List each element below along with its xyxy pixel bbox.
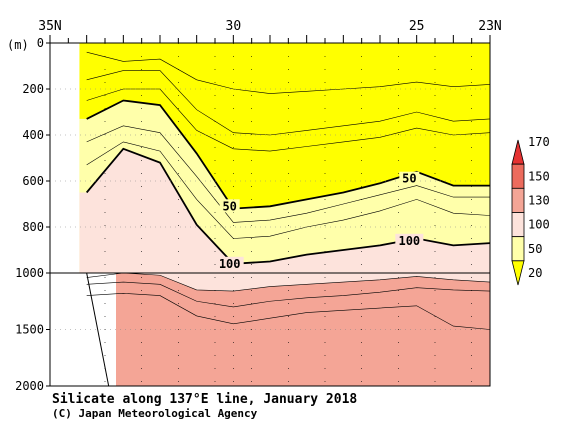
contour-label: 50 [402,172,416,186]
isoline-150-lower [86,293,491,330]
contour-label: 100 [219,257,241,271]
contour-label: 100 [398,234,420,248]
contour-label-bg [215,256,244,270]
contour-labels: 50 50 100 100 [215,171,424,271]
colorbar-swatch [511,163,525,189]
chart-title: Silicate along 137°E line, January 2018 [52,392,357,407]
seafloor-edge-line [86,272,110,387]
x-tick-label: 23N [478,19,501,34]
y-unit-label: (m) [7,38,29,52]
colorbar-label: 20 [528,266,542,280]
colorbar-label: 150 [528,169,550,183]
x-tick-label: 30 [226,19,242,34]
isoline-130-lower [86,272,491,292]
colorbar: 170 150 130 100 50 20 [511,135,550,286]
y-tick-label: 800 [22,220,44,234]
fill-band-130 [79,273,490,386]
y-tick-label: 0 [37,36,44,50]
contour-label-bg [399,171,420,185]
isoline-20 [86,51,491,94]
y-tick-label: 2000 [15,379,44,393]
colorbar-label: 170 [528,135,550,149]
x-tick-label: 35N [38,19,61,34]
isoline-60 [86,125,490,223]
isoline-50 [86,99,490,210]
colorbar-label: 100 [528,218,550,232]
colorbar-swatch [511,236,525,262]
y-tick-label: 600 [22,174,44,188]
contour-fills [50,43,490,387]
y-tick-label: 1500 [15,323,44,337]
y-tick-label: 1000 [15,266,44,280]
colorbar-label: 50 [528,242,542,256]
fill-band-100 [79,148,490,273]
colorbar-label: 130 [528,193,550,207]
x-tick-label: 25 [409,19,425,34]
isoline-30 [86,70,491,136]
isoline-140-lower [86,281,491,308]
y-tick-label: 200 [22,82,44,96]
isoline-80 [86,141,491,239]
y-tick-label: 400 [22,128,44,142]
seafloor-mask [50,273,116,386]
isoline-40 [86,88,491,152]
colorbar-swatch [511,212,525,238]
contour-label: 50 [222,199,236,213]
contour-label-bg [219,199,240,213]
axes: 0 200 400 600 800 1000 1500 2000 35N 30 25 23N [15,19,502,393]
contour-lines [85,51,491,330]
colorbar-arrow-bottom [511,260,525,286]
colorbar-arrow-top [511,139,525,165]
colorbar-swatch [511,187,525,213]
coast-mask [50,43,80,273]
credit-text: (C) Japan Meteorological Agency [52,407,258,420]
contour-label-bg [395,233,424,247]
